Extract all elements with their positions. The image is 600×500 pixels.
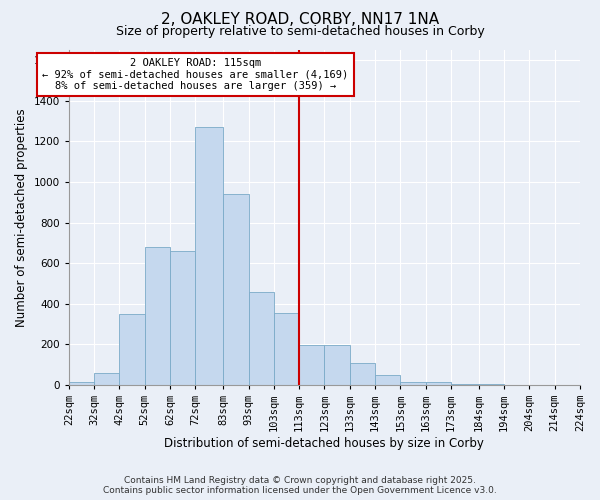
Y-axis label: Number of semi-detached properties: Number of semi-detached properties <box>15 108 28 327</box>
Bar <box>248 292 274 385</box>
Bar <box>425 382 451 385</box>
Bar <box>274 313 299 385</box>
Bar <box>451 384 479 385</box>
Bar <box>69 382 94 385</box>
Bar <box>375 375 400 385</box>
Text: 2 OAKLEY ROAD: 115sqm
← 92% of semi-detached houses are smaller (4,169)
8% of se: 2 OAKLEY ROAD: 115sqm ← 92% of semi-deta… <box>42 58 349 91</box>
Text: Contains HM Land Registry data © Crown copyright and database right 2025.
Contai: Contains HM Land Registry data © Crown c… <box>103 476 497 495</box>
Bar <box>299 346 325 385</box>
Bar <box>94 372 119 385</box>
Bar <box>325 346 350 385</box>
Bar <box>479 384 504 385</box>
Bar <box>170 251 196 385</box>
Bar <box>350 362 375 385</box>
Bar <box>196 127 223 385</box>
Bar <box>119 314 145 385</box>
Text: Size of property relative to semi-detached houses in Corby: Size of property relative to semi-detach… <box>116 25 484 38</box>
Bar <box>145 247 170 385</box>
Text: 2, OAKLEY ROAD, CORBY, NN17 1NA: 2, OAKLEY ROAD, CORBY, NN17 1NA <box>161 12 439 28</box>
X-axis label: Distribution of semi-detached houses by size in Corby: Distribution of semi-detached houses by … <box>164 437 484 450</box>
Bar <box>400 382 425 385</box>
Bar <box>223 194 248 385</box>
